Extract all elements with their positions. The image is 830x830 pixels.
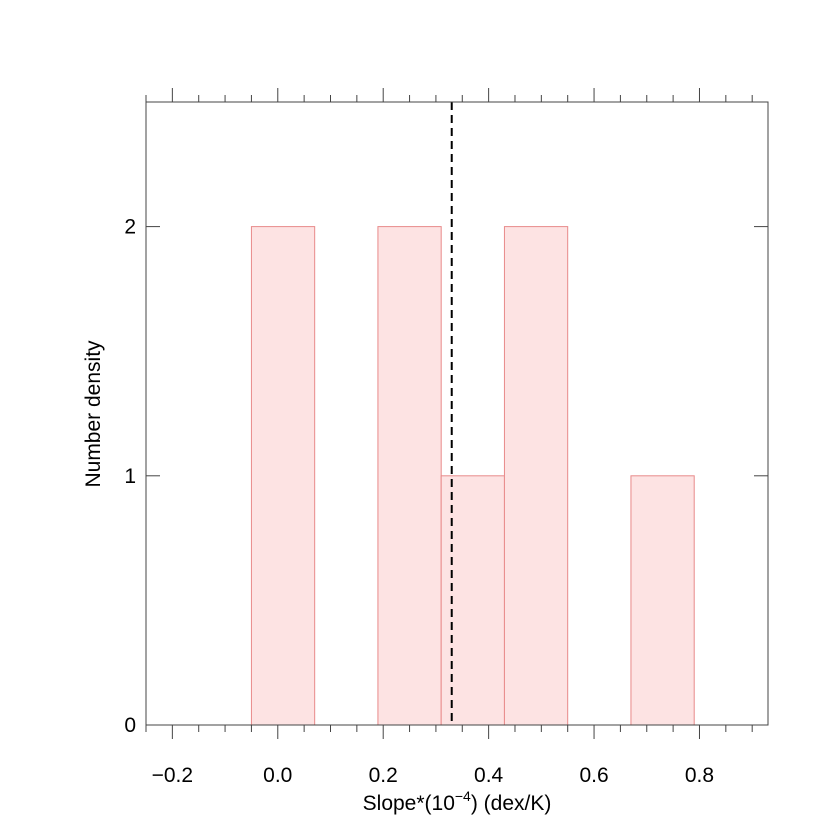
x-axis-title: Slope*(10−4) (dex/K) — [363, 788, 552, 815]
y-axis-ticks: 0 1 2 — [124, 216, 768, 737]
histogram-bars — [146, 226, 768, 726]
x-tick-label: −0.2 — [152, 764, 193, 787]
x-tick-label: 0.6 — [579, 764, 608, 787]
x-tick-label: 0.4 — [474, 764, 504, 787]
y-tick-label: 1 — [124, 465, 136, 488]
histogram-bar — [440, 475, 505, 726]
y-axis-title: Number density — [82, 340, 105, 488]
plot-frame — [145, 101, 769, 726]
x-tick-label: 0.8 — [685, 764, 714, 787]
x-tick-label: 0.2 — [369, 764, 398, 787]
histogram-bar — [630, 475, 695, 726]
y-tick-label: 0 — [124, 714, 136, 737]
histogram-bar — [250, 226, 316, 726]
x-tick-label: 0.0 — [263, 764, 292, 787]
histogram-bar — [377, 226, 442, 726]
histogram-bar — [503, 226, 569, 726]
x-axis-ticks: −0.2 0.0 0.2 0.4 0.6 0.8 — [145, 88, 753, 787]
y-tick-label: 2 — [124, 216, 136, 239]
